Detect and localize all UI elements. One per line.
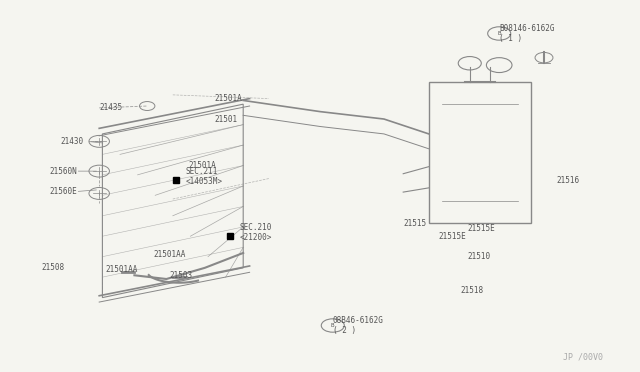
Bar: [429, 82, 531, 223]
Text: 21510: 21510: [467, 252, 490, 261]
Text: 21516: 21516: [557, 176, 580, 185]
Text: 21503: 21503: [170, 271, 193, 280]
Text: 21430: 21430: [61, 137, 84, 146]
Text: 21518: 21518: [461, 286, 484, 295]
Text: 21501AA: 21501AA: [106, 265, 138, 274]
Text: 21501: 21501: [214, 115, 237, 124]
Text: 21515: 21515: [403, 219, 426, 228]
Text: 21501AA: 21501AA: [154, 250, 186, 259]
Text: 21501A: 21501A: [189, 161, 216, 170]
Text: 21435: 21435: [99, 103, 122, 112]
Text: JP /00V0: JP /00V0: [563, 353, 604, 362]
Text: 21560N: 21560N: [50, 167, 77, 176]
Text: SEC.210
<21200>: SEC.210 <21200>: [240, 223, 273, 242]
Text: 21508: 21508: [42, 263, 65, 272]
Text: 08B46-6162G
( 2 ): 08B46-6162G ( 2 ): [333, 316, 383, 335]
Text: B: B: [331, 323, 335, 328]
Text: B: B: [497, 31, 501, 36]
Text: 21560E: 21560E: [50, 187, 77, 196]
Text: 21515E: 21515E: [467, 224, 495, 233]
Text: SEC.211
<14053M>: SEC.211 <14053M>: [186, 167, 223, 186]
Text: 21501A: 21501A: [214, 94, 242, 103]
Text: B08146-6162G
( 1 ): B08146-6162G ( 1 ): [499, 24, 555, 43]
Text: 21515E: 21515E: [438, 232, 466, 241]
